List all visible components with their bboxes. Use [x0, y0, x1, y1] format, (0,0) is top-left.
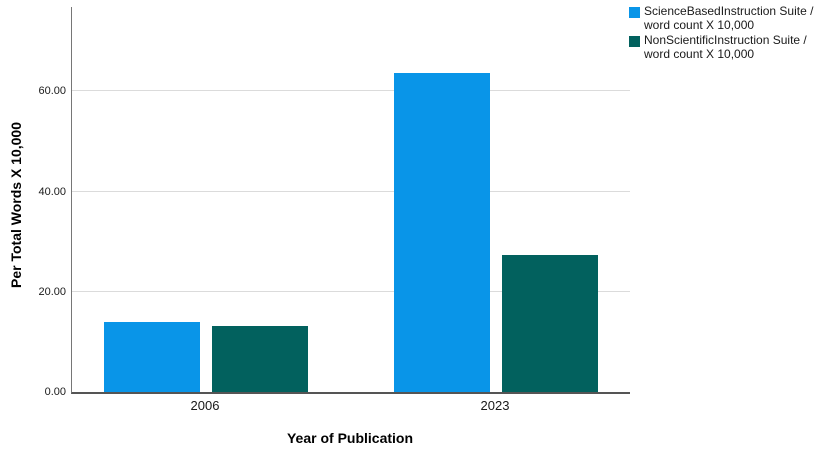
bar-nonscientific-2023 — [502, 254, 598, 392]
legend-swatch-icon — [629, 7, 640, 18]
plot-area — [71, 7, 630, 394]
legend-label-line2: word count X 10,000 — [644, 46, 755, 61]
x-tick-label-2006: 2006 — [190, 398, 220, 413]
legend-label-line2: word count X 10,000 — [644, 17, 755, 32]
y-axis-title: Per Total Words X 10,000 — [8, 122, 24, 288]
bar-science-2023 — [394, 72, 490, 392]
y-tick-label: 20.00 — [38, 285, 66, 298]
x-axis-title: Year of Publication — [286, 430, 414, 446]
legend-label-line1: NonScientificInstruction Suite / — [644, 33, 807, 47]
legend-swatch-icon — [629, 36, 640, 47]
y-tick-label: 40.00 — [38, 185, 66, 198]
legend-item: ScienceBasedInstruction Suite / word coun… — [629, 5, 837, 32]
legend-item: NonScientificInstruction Suite / word cou… — [629, 33, 837, 61]
y-tick-label: 60.00 — [38, 85, 66, 98]
x-tick-label-2023: 2023 — [480, 398, 510, 413]
legend-label-line1: ScienceBasedInstruction Suite / — [644, 5, 814, 18]
gridline — [72, 190, 630, 192]
y-tick-label: 0.00 — [44, 386, 66, 398]
bar-nonscientific-2006 — [212, 325, 308, 392]
gridline — [72, 90, 630, 92]
legend: ScienceBasedInstruction Suite / word coun… — [629, 5, 837, 63]
bar-science-2006 — [104, 321, 200, 392]
gridline — [72, 290, 630, 292]
